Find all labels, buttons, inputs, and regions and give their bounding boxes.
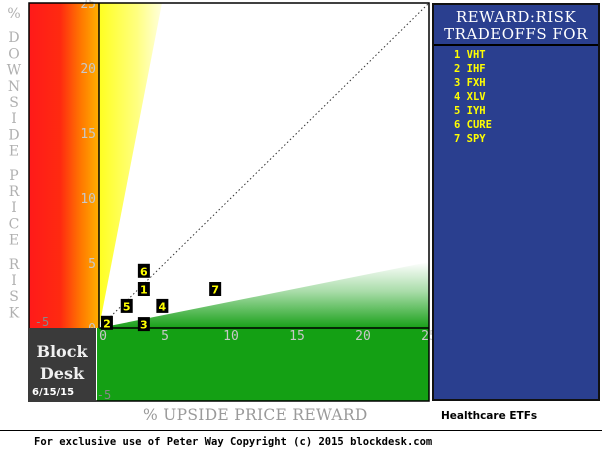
x-axis-title: % UPSIDE PRICE REWARD: [143, 406, 368, 424]
data-point-4[interactable]: 4: [156, 298, 169, 314]
brand-word-block: Block: [36, 342, 88, 361]
blockdesk-logo: Block Desk 6/15/15: [28, 328, 96, 402]
legend-item-spy: 7 SPY: [454, 133, 486, 145]
caution-zone-wedge: [99, 3, 162, 328]
data-point-marker: [156, 298, 169, 313]
legend-list: 1 VHT 2 IHF 3 FXH 4 XLV 5 IYH 6 CURE 7 SPY: [454, 48, 492, 146]
y-axis-title-letter: D: [8, 127, 19, 143]
footer-divider: [0, 430, 602, 431]
y-tick-label: 20: [80, 62, 96, 77]
y-tick-label: 5: [88, 257, 96, 272]
brand-word-desk: Desk: [39, 364, 85, 383]
data-point-5[interactable]: 5: [120, 298, 133, 314]
y-axis-title-letter: N: [8, 79, 20, 95]
data-point-marker: [137, 282, 150, 296]
y-axis-title-letter: O: [8, 46, 19, 62]
y-tick-label: 10: [80, 192, 96, 207]
data-point-label: 6: [140, 265, 148, 278]
legend-divider: [434, 44, 598, 46]
diagonal-reference-line: [98, 2, 430, 329]
legend-title-line2: TRADEOFFS FOR: [444, 25, 588, 43]
y-axis-title-letter: R: [9, 257, 20, 273]
data-point-label: 3: [140, 319, 148, 332]
y-axis-title-letter: P: [9, 168, 18, 184]
data-point-marker: [209, 282, 222, 296]
y-axis-title-letter: D: [8, 30, 19, 46]
plot-border: [28, 2, 430, 402]
y-axis-title-letter: I: [11, 111, 17, 127]
y-axis-title-letter: C: [9, 216, 20, 232]
legend-item-fxh: 3 FXH: [454, 77, 486, 89]
x-tick-label: 0: [99, 329, 107, 344]
x-tick-label: 15: [289, 329, 305, 344]
y-neg-tick-label: -5: [97, 388, 111, 402]
y-axis-title-letter: R: [9, 184, 20, 200]
reward-zone-band: [97, 328, 429, 401]
y-axis-title-letter: E: [9, 144, 19, 160]
copyright-footer: For exclusive use of Peter Way Copyright…: [34, 436, 433, 448]
y-axis-title-letter: W: [7, 63, 22, 79]
favorable-zone-wedge: [99, 262, 429, 328]
legend-item-ihf: 2 IHF: [454, 63, 486, 75]
y-tick-label: 25: [80, 0, 96, 12]
legend-item-cure: 6 CURE: [454, 119, 492, 131]
data-point-1[interactable]: 1: [137, 282, 150, 297]
data-point-marker: [120, 298, 133, 313]
data-point-label: 7: [211, 284, 219, 297]
report-date: 6/15/15: [32, 387, 75, 398]
x-tick-label: 20: [355, 329, 371, 344]
x-neg-tick-label: -5: [35, 315, 49, 329]
y-axis-title-letter: S: [9, 95, 19, 111]
legend-item-vht: 1 VHT: [454, 49, 486, 61]
data-point-3[interactable]: 3: [137, 317, 150, 332]
y-axis-title-letter: %: [7, 6, 20, 22]
data-point-7[interactable]: 7: [209, 282, 222, 297]
x-tick-label: 10: [223, 329, 239, 344]
legend-item-xlv: 4 XLV: [454, 91, 486, 103]
data-point-label: 5: [123, 300, 131, 313]
data-point-marker: [137, 317, 150, 332]
data-point-2[interactable]: 2: [100, 315, 113, 331]
data-point-label: 2: [103, 317, 111, 330]
x-tick-label: 5: [161, 329, 169, 344]
data-point-marker: [100, 315, 113, 330]
data-point-label: 4: [159, 300, 167, 313]
legend-panel: REWARD:RISK TRADEOFFS FOR 1 VHT 2 IHF 3 FX…: [432, 3, 600, 401]
y-axis-title-letter: I: [11, 200, 17, 216]
legend-title-line1: REWARD:RISK: [455, 8, 577, 26]
y-axis-title-letter: I: [11, 273, 17, 289]
legend-item-iyh: 5 IYH: [454, 105, 486, 117]
sector-label: Healthcare ETFs: [441, 410, 538, 422]
y-axis-title-letter: S: [9, 289, 19, 305]
data-point-marker: [137, 263, 150, 278]
data-point-label: 1: [140, 284, 148, 297]
data-point-6[interactable]: 6: [137, 263, 150, 279]
danger-zone-band: [29, 3, 99, 328]
y-tick-label: 15: [80, 127, 96, 142]
y-axis-title-letter: K: [9, 305, 20, 321]
y-axis-title-letter: E: [9, 233, 19, 249]
